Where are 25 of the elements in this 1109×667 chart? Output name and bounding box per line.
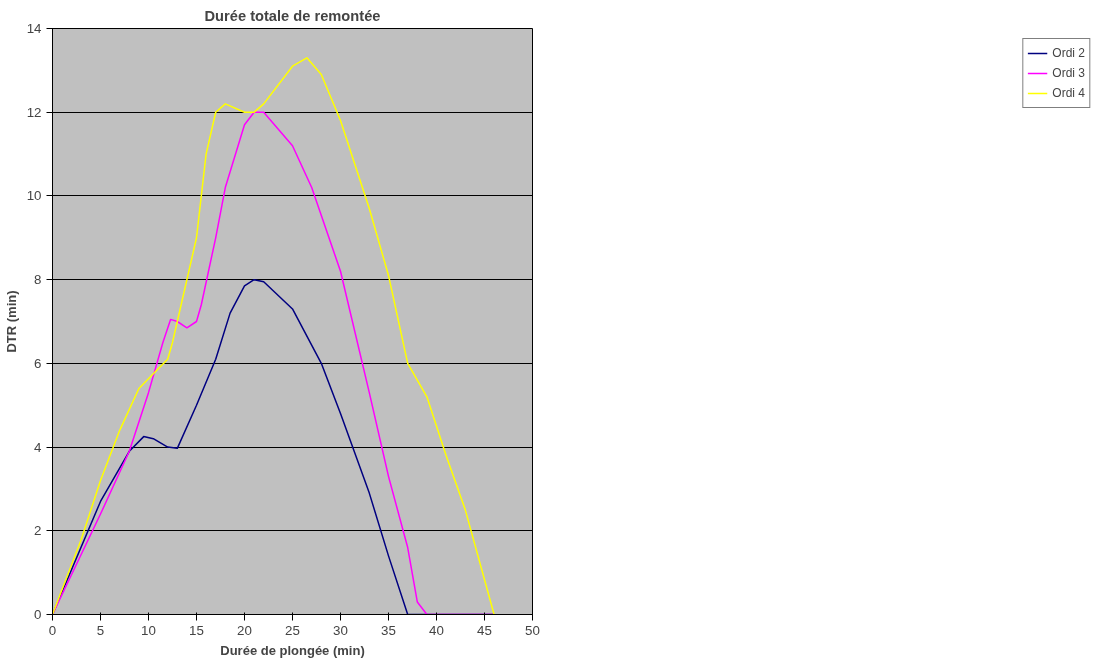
y-tick-label: 14 (26, 21, 43, 36)
y-axis-title: DTR (min) (3, 290, 19, 353)
x-tick-label: 50 (525, 622, 540, 638)
x-tick-label: 40 (429, 622, 444, 638)
y-tick-label: 0 (34, 607, 42, 622)
x-axis-title: Durée de plongée (min) (220, 642, 365, 658)
x-tick-label: 0 (48, 622, 57, 638)
y-tick-label: 2 (34, 523, 42, 539)
x-tick-label: 25 (285, 622, 300, 638)
x-tick-label: 30 (333, 622, 348, 638)
y-tick-label: 6 (34, 355, 42, 371)
x-tick-label: 15 (189, 622, 204, 638)
legend-label: Ordi 4 (1052, 86, 1085, 100)
x-tick-label: 35 (381, 622, 396, 638)
y-tick-label: 4 (34, 439, 43, 455)
chart-title: Durée totale de remontée (204, 7, 381, 24)
legend-label: Ordi 2 (1052, 46, 1085, 60)
y-tick-label: 12 (26, 104, 42, 120)
y-tick-label: 8 (34, 272, 42, 288)
legend-label: Ordi 3 (1052, 66, 1085, 80)
x-tick-label: 20 (237, 622, 252, 638)
x-tick-label: 10 (141, 622, 156, 638)
x-tick-label: 45 (477, 622, 492, 638)
x-tick-label: 5 (96, 622, 105, 638)
y-tick-label: 10 (26, 188, 42, 204)
